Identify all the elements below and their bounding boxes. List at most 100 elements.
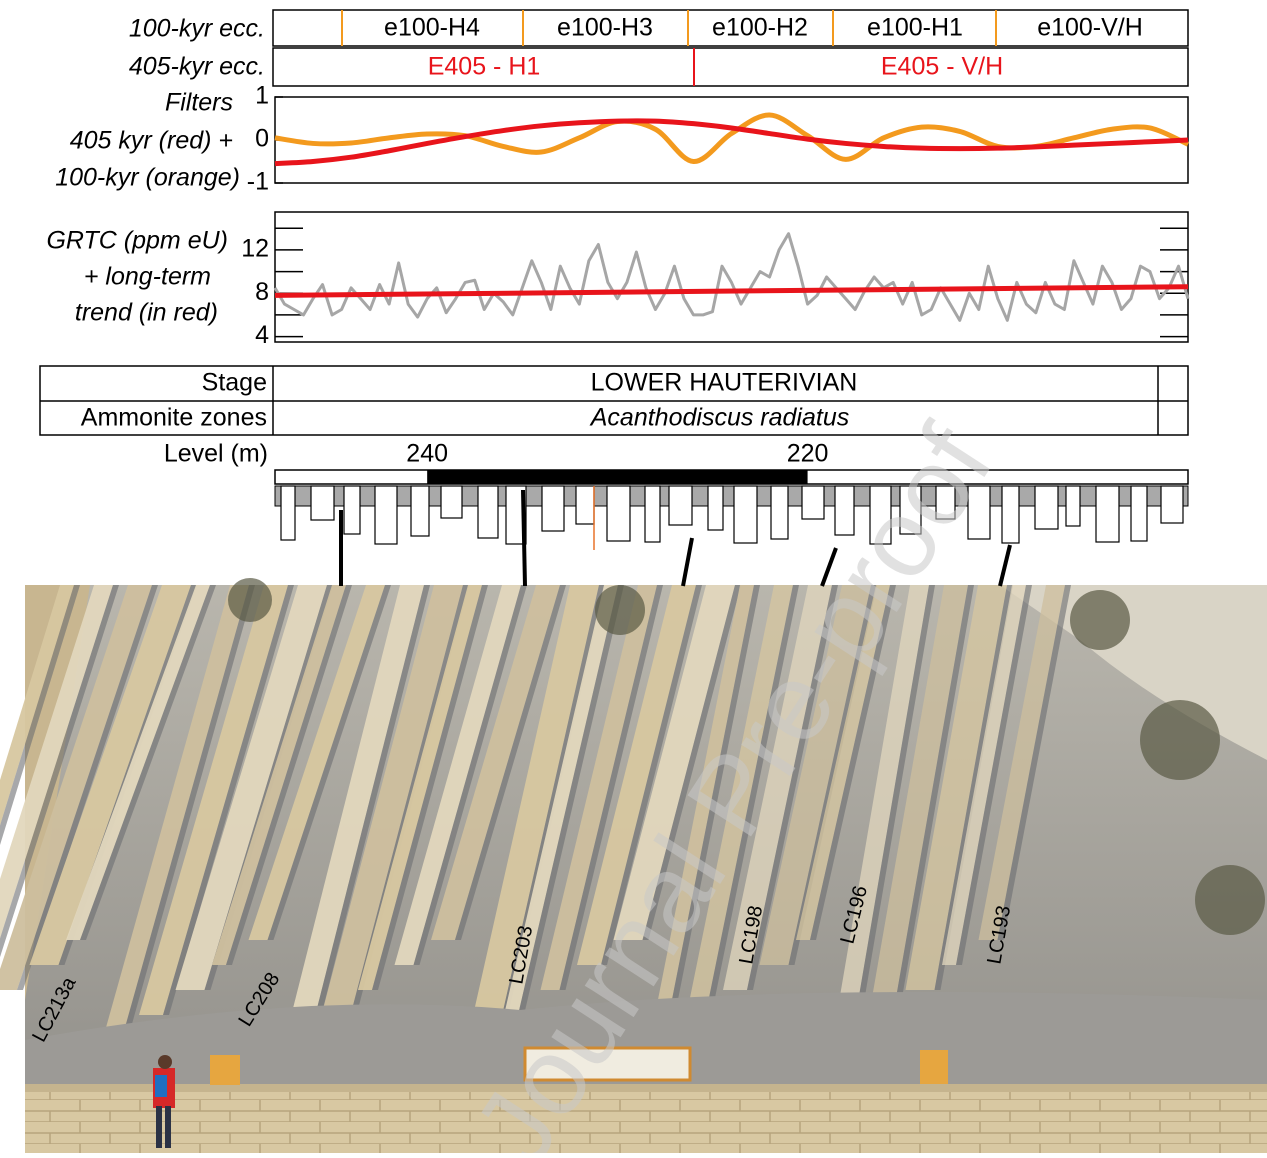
stratum-shadow <box>309 585 430 1040</box>
stratum <box>467 585 599 1040</box>
limestone-bed <box>606 485 631 542</box>
limestone-bed <box>440 485 463 519</box>
cycle-label: e100-H3 <box>557 14 653 42</box>
stratum-shadow <box>747 585 838 990</box>
stratum-shadow <box>0 585 119 958</box>
outcrop-photo <box>0 578 1267 1153</box>
limestone-bed <box>1034 485 1059 530</box>
cycle-dividers <box>341 10 997 46</box>
cycle-label: e100-H4 <box>384 14 480 42</box>
limestone-bed <box>935 485 956 520</box>
shrub <box>1070 590 1130 650</box>
stage-name: LOWER HAUTERIVIAN <box>591 369 858 397</box>
series-line <box>274 118 1189 167</box>
stratum-shadow <box>705 585 799 1015</box>
limestone-bed <box>899 485 922 535</box>
stratum <box>869 585 968 1015</box>
series-line <box>273 232 1190 322</box>
limestone-bed <box>1095 485 1120 543</box>
limestone-bed <box>310 485 335 521</box>
y-tick-label: 0 <box>255 125 269 153</box>
limestone-bed <box>477 485 499 539</box>
scree <box>25 992 1267 1090</box>
limestone-bed <box>967 485 991 540</box>
stratum-shadow <box>372 585 488 990</box>
shrub <box>1140 700 1220 780</box>
limestone-bed <box>834 485 855 536</box>
stratum <box>0 585 152 990</box>
x-tick-label: 240 <box>406 440 448 468</box>
stratum-shadow <box>226 585 352 965</box>
stratum <box>248 585 385 940</box>
limestone-bed <box>1160 485 1184 524</box>
limestone-bed <box>410 485 430 537</box>
limestone-bed <box>343 485 361 535</box>
lithology-log: 240 220 <box>274 440 1189 550</box>
y-label: trend (in red) <box>75 299 218 327</box>
stratum <box>66 585 210 940</box>
stratum <box>431 585 560 940</box>
stratum <box>577 585 696 965</box>
limestone-bed <box>668 485 693 526</box>
stratum <box>540 585 657 990</box>
y-tick-label: 8 <box>255 278 269 306</box>
stratum <box>175 585 327 990</box>
row-label: 100-kyr ecc. <box>129 15 265 43</box>
axis-label: Level (m) <box>164 440 268 468</box>
stratum <box>102 585 249 1040</box>
plot-frame <box>274 211 1189 343</box>
y-tick-label: 12 <box>241 235 269 263</box>
limestone-bed <box>1065 485 1081 527</box>
stratum-shadow <box>559 585 663 990</box>
limestone-bed <box>707 485 724 531</box>
stratum <box>358 585 482 990</box>
stratum <box>285 585 424 1040</box>
cycle-label: E405 - H1 <box>428 53 541 81</box>
marl-band <box>274 485 1189 507</box>
row-label: 405-kyr ecc. <box>129 53 265 81</box>
stratum <box>504 585 618 1015</box>
y-tick-label: 1 <box>255 82 269 110</box>
y-label: GRTC (ppm eU) <box>46 227 228 255</box>
cycle-label: e100-H2 <box>712 14 808 42</box>
stratum <box>723 585 832 990</box>
y-label: 100-kyr (orange) <box>55 164 240 192</box>
tie-lines <box>339 489 1012 587</box>
limestone-bed <box>733 485 758 544</box>
zone-name: Acanthodiscus radiatus <box>589 404 849 432</box>
stratum-shadow <box>455 585 566 940</box>
stratum <box>978 585 1065 940</box>
stratum <box>321 585 463 1015</box>
level-bar-black <box>427 470 808 484</box>
stratum <box>650 585 754 1040</box>
stratum <box>686 585 793 1015</box>
cycle-label: e100-V/H <box>1037 14 1143 42</box>
stratum <box>212 585 346 965</box>
stratum <box>394 585 521 965</box>
limestone-bed <box>1130 485 1148 542</box>
table-label: Stage <box>202 369 267 397</box>
y-label: Filters <box>165 89 233 117</box>
y-tick-label: -1 <box>247 168 269 196</box>
stratum <box>139 585 288 1015</box>
stratum <box>832 585 929 1040</box>
y-label: + long-term <box>84 263 211 291</box>
stratum-shadow <box>642 585 741 940</box>
stratum <box>29 585 191 965</box>
stratum-shadow <box>121 585 255 1040</box>
stratum-shadow <box>810 585 896 940</box>
table-label: Ammonite zones <box>81 404 267 432</box>
stratum-shadow <box>80 585 216 940</box>
shrub <box>228 578 272 622</box>
charts: -1 0 1 4 8 12 <box>241 82 1190 349</box>
photo-foreground <box>25 1046 1267 1153</box>
stratum <box>613 585 735 940</box>
limestone-bed <box>280 485 296 541</box>
series-line <box>274 284 1189 298</box>
stratum-shadow <box>997 585 1071 940</box>
stratum-shadow <box>956 585 1032 965</box>
y-label: 405 kyr (red) + <box>70 127 233 155</box>
stratum-shadow <box>413 585 527 965</box>
